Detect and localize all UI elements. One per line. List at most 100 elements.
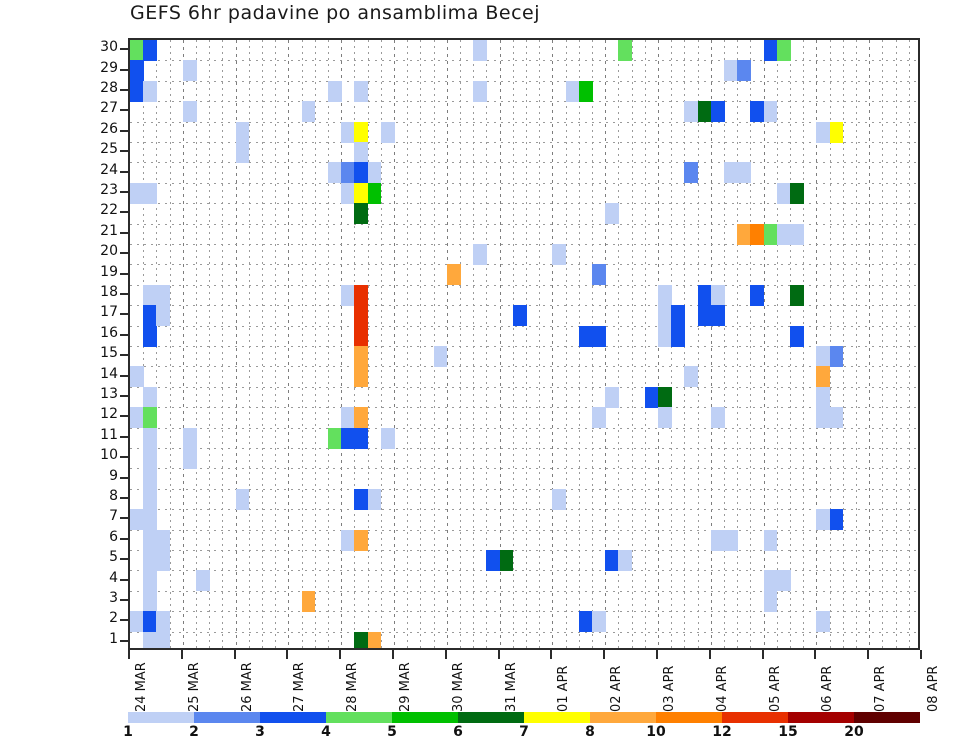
heatmap-cell: [750, 223, 765, 245]
x-axis-tick-label: 08 APR: [926, 665, 941, 712]
heatmap-cell: [552, 488, 567, 510]
heatmap-cell: [605, 386, 619, 408]
heatmap-cell: [354, 142, 369, 163]
heatmap-cell: [763, 529, 778, 551]
grid-line-horizontal: [130, 284, 918, 286]
y-axis-tick-label: 22: [100, 202, 118, 219]
heatmap-cell: [592, 611, 606, 633]
heatmap-cell: [196, 570, 210, 592]
grid-line-vertical: [776, 40, 778, 648]
heatmap-cell: [710, 407, 725, 429]
grid-line-vertical: [446, 40, 448, 648]
grid-line-vertical: [829, 40, 831, 648]
y-axis-tick-label: 15: [100, 345, 118, 362]
y-axis-tick-label: 9: [109, 467, 118, 484]
grid-line-vertical: [288, 40, 290, 648]
heatmap-cell: [671, 305, 685, 327]
heatmap-cell: [130, 509, 144, 531]
grid-line-vertical: [394, 40, 395, 648]
heatmap-cell: [143, 407, 157, 429]
x-axis-tick-mark: [603, 650, 606, 659]
heatmap-cell: [235, 121, 250, 143]
grid-line-horizontal: [130, 60, 918, 62]
heatmap-cell: [763, 590, 778, 612]
heatmap-cell: [130, 40, 144, 61]
colorbar-segment: [458, 712, 524, 723]
y-axis-tick-label: 12: [100, 406, 118, 423]
y-axis-tick-mark: [120, 578, 129, 581]
heatmap-cell: [737, 223, 751, 245]
grid-line-horizontal: [130, 203, 918, 205]
y-axis-tick-mark: [120, 191, 129, 193]
y-axis-tick-label: 6: [109, 528, 118, 545]
grid-line-vertical: [433, 40, 435, 648]
heatmap-cell: [816, 121, 831, 143]
grid-line-horizontal: [130, 264, 918, 266]
heatmap-cell: [354, 162, 369, 184]
grid-line-horizontal: [130, 121, 918, 123]
colorbar-segment: [854, 712, 920, 723]
y-axis-tick-mark: [120, 517, 129, 520]
heatmap-cell: [816, 611, 831, 633]
heatmap-cell: [130, 182, 144, 204]
heatmap-cell: [182, 60, 197, 82]
colorbar-segment: [194, 712, 260, 723]
grid-line-vertical: [499, 40, 501, 648]
x-axis-tick-mark: [233, 650, 236, 659]
heatmap-cell: [143, 570, 157, 592]
y-axis-tick-label: 13: [100, 386, 118, 402]
heatmap-cell: [143, 611, 157, 633]
grid-line-vertical: [301, 40, 303, 648]
y-axis-tick-mark: [120, 599, 129, 601]
y-axis-tick-mark: [120, 354, 129, 357]
grid-line-vertical: [882, 40, 884, 648]
grid-line-vertical: [262, 40, 263, 648]
heatmap-cell: [380, 121, 395, 143]
x-axis-tick-label: 01 APR: [556, 665, 572, 712]
grid-line-vertical: [526, 40, 527, 648]
heatmap-cell: [130, 407, 144, 429]
heatmap-cell: [763, 40, 778, 61]
heatmap-cell: [697, 284, 712, 306]
heatmap-cell: [354, 427, 369, 449]
heatmap-cell: [710, 284, 725, 306]
grid-line-horizontal: [130, 366, 918, 368]
x-axis-tick-mark: [444, 650, 447, 659]
y-axis-tick-label: 10: [100, 447, 118, 464]
heatmap-cell: [235, 488, 250, 510]
heatmap-cell: [446, 264, 461, 286]
grid-line-vertical: [420, 40, 422, 648]
x-axis-tick-mark: [180, 650, 183, 659]
y-axis-tick-mark: [120, 252, 129, 255]
y-axis-tick-label: 20: [100, 243, 118, 260]
x-axis-tick-label: 26 MAR: [239, 662, 255, 712]
grid-line-horizontal: [130, 509, 918, 511]
grid-line-horizontal: [130, 182, 918, 184]
y-axis-tick-label: 8: [109, 488, 118, 504]
heatmap-cell: [341, 284, 355, 306]
heatmap-cell: [156, 284, 171, 306]
grid-line-vertical: [539, 40, 541, 648]
heatmap-cell: [737, 162, 751, 184]
heatmap-cell: [750, 101, 765, 123]
heatmap-cell: [301, 590, 316, 612]
heatmap-cell: [143, 509, 157, 531]
heatmap-cell: [763, 101, 778, 123]
y-axis-tick-mark: [120, 558, 129, 561]
colorbar-tick-label: 12: [712, 724, 732, 740]
y-axis-tick-label: 7: [109, 508, 118, 525]
grid-line-horizontal: [130, 529, 918, 531]
grid-line-horizontal: [130, 244, 918, 245]
heatmap-cell: [816, 407, 831, 429]
grid-line-horizontal: [130, 346, 918, 347]
y-axis-tick-label: 11: [100, 426, 118, 443]
grid-line-horizontal: [130, 142, 918, 143]
grid-line-vertical: [737, 40, 739, 648]
heatmap-cell: [776, 182, 791, 204]
heatmap-cell: [486, 550, 501, 571]
heatmap-cell: [618, 550, 633, 571]
y-axis-tick-mark: [120, 537, 129, 540]
heatmap-cell: [684, 162, 699, 184]
grid-line-vertical: [222, 40, 224, 648]
heatmap-cell: [130, 611, 144, 633]
